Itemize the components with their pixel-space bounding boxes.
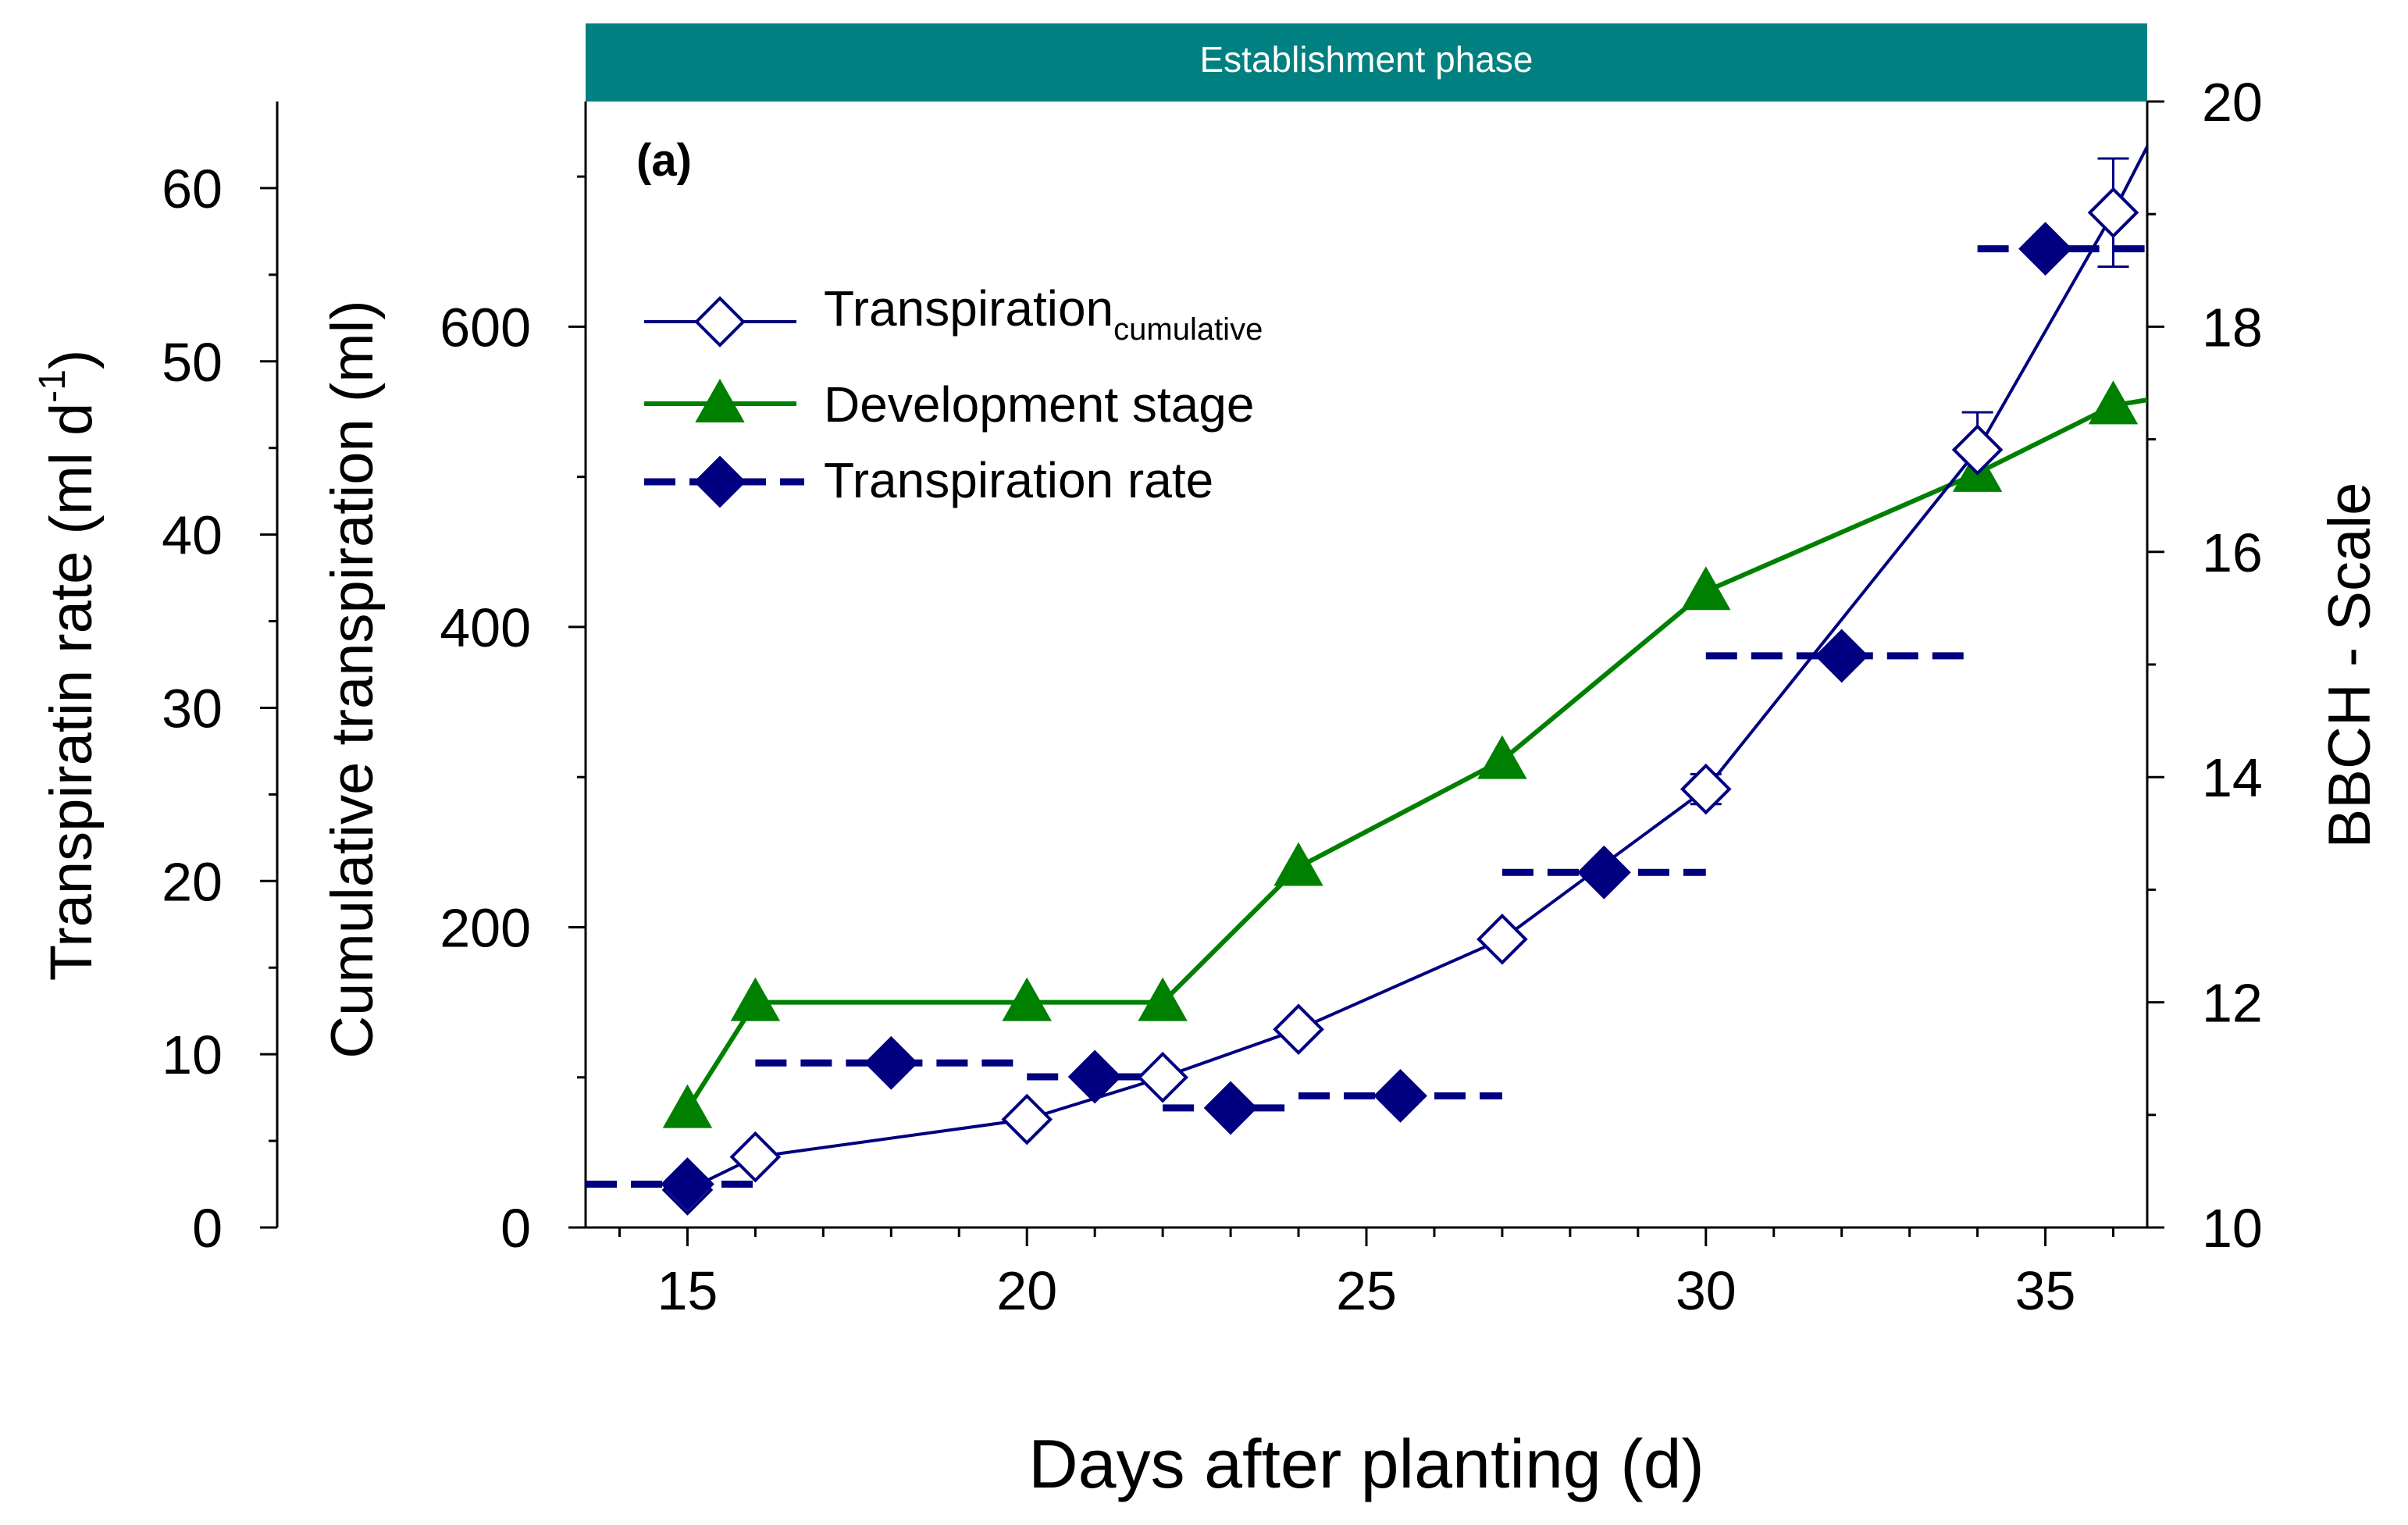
transpiration-rate-point [1576, 845, 1631, 900]
transpiration-rate-point [864, 1035, 918, 1090]
transpiration-rate-point [1815, 629, 1869, 683]
bbch-tick-label: 12 [2202, 973, 2263, 1034]
cumulative-tick-label: 600 [440, 297, 531, 358]
development-stage-point [662, 1084, 713, 1128]
cumulative-transpiration-point [1137, 1051, 1188, 1103]
x-tick-label: 25 [1336, 1260, 1397, 1321]
cumulative-transpiration-point [2087, 187, 2139, 239]
bbch-tick-label: 20 [2202, 72, 2263, 133]
banner-label: Establishment phase [1199, 39, 1533, 80]
x-axis-title: Days after planting (d) [1028, 1425, 1704, 1502]
development-stage-point [1477, 735, 1527, 779]
rate-tick-label: 40 [162, 505, 223, 566]
cumulative-tick-label: 0 [500, 1198, 531, 1259]
cumulative-transpiration-point [1273, 1003, 1324, 1056]
development-stage-point [730, 977, 781, 1021]
rate-axis-title-base: Transpiratin rate (ml d [38, 403, 105, 982]
legend-marker-triangle [695, 378, 745, 422]
development-stage-point [1273, 842, 1323, 886]
cumulative-transpiration-point [1001, 1093, 1053, 1146]
cumulative-axis-title: Cumulative transpiration (ml) [319, 300, 386, 1058]
legend-label-cumulative-base: Transpiration [824, 280, 1113, 337]
cumulative-transpiration-point [1477, 914, 1528, 965]
development-stage-line [685, 397, 2148, 1111]
cumulative-transpiration-point [729, 1131, 782, 1183]
rate-tick-label: 30 [162, 678, 223, 739]
legend-label-development: Development stage [824, 376, 1254, 433]
x-tick-label: 15 [657, 1260, 718, 1321]
development-stage-point [1002, 977, 1052, 1021]
bbch-tick-label: 14 [2202, 747, 2263, 808]
rate-tick-label: 10 [162, 1024, 223, 1085]
ticks-layer: 15 20 25 30 35010203040506002004006001012141… [162, 72, 2263, 1321]
legend-label-cumulative: Transpirationcumulative [824, 280, 1263, 347]
bbch-tick-label: 18 [2202, 297, 2263, 358]
development-stage-point [1681, 566, 1731, 611]
legend-marker-open-diamond [694, 296, 746, 347]
rate-tick-label: 50 [162, 332, 223, 393]
cumulative-tick-label: 200 [440, 897, 531, 958]
x-tick-label: 30 [1676, 1260, 1737, 1321]
bbch-tick-label: 16 [2202, 522, 2263, 583]
rate-axis-title: Transpiratin rate (ml d-1) [32, 350, 105, 982]
establishment-phase-banner [586, 23, 2147, 102]
transpiration-rate-point [661, 1157, 714, 1211]
bbch-axis-title: BBCH - Scale [2317, 483, 2383, 849]
cumulative-tick-label: 400 [440, 597, 531, 658]
transpiration-rate-point [1373, 1068, 1427, 1123]
rate-axis-title-sup: -1 [32, 369, 73, 403]
rate-axis-title-end: ) [38, 350, 105, 369]
rate-tick-label: 20 [162, 851, 223, 912]
legend-label-rate: Transpiration rate [824, 452, 1213, 508]
legend-label-cumulative-sub: cumulative [1113, 312, 1263, 347]
cumulative-transpiration-point [1951, 424, 2004, 476]
rate-tick-label: 0 [192, 1198, 223, 1259]
rate-tick-label: 60 [162, 159, 223, 219]
bbch-tick-label: 10 [2202, 1198, 2263, 1259]
transpiration-rate-point [2018, 222, 2072, 276]
development-stage-point [1138, 977, 1188, 1021]
legend-marker-filled-diamond [693, 455, 746, 508]
cumulative-transpiration-point [1680, 763, 1732, 815]
legend: Transpirationcumulative Development stag… [644, 280, 1263, 508]
x-tick-label: 35 [2015, 1260, 2076, 1321]
series-layer [586, 145, 2149, 1216]
x-tick-label: 20 [996, 1260, 1057, 1321]
panel-label: (a) [636, 135, 692, 186]
cumulative-transpiration-line [686, 145, 2149, 1192]
transpiration-rate-point [1067, 1049, 1122, 1104]
development-stage-point [2088, 380, 2139, 425]
transpiration-rate-point [1203, 1081, 1258, 1135]
